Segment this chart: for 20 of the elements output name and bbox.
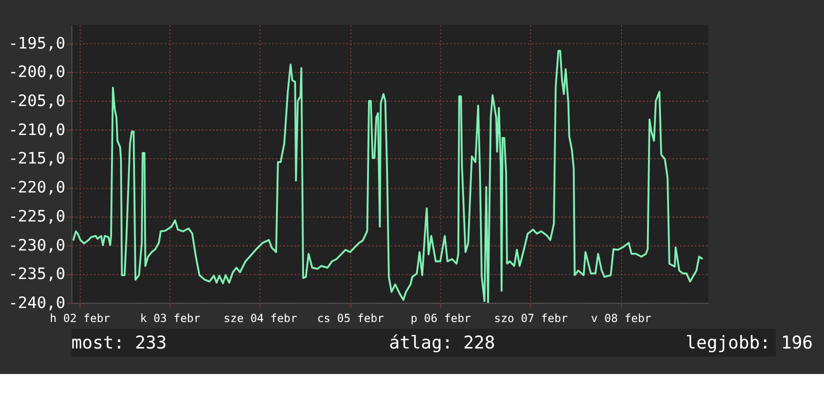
y-tick-label: -240,0 [8,292,66,312]
y-tick-label: -195,0 [8,33,66,52]
y-tick-label: -200,0 [8,62,66,82]
x-tick-label: cs 05 febr [317,312,384,325]
text: legjobb: 196 [686,333,813,354]
x-tick-label: h 02 febr [50,312,110,325]
x-tick-label: v 08 febr [591,312,652,325]
x-tick-label: sze 04 febr [224,312,298,325]
y-tick-label: -210,0 [8,120,66,139]
y-tick-label: -225,0 [8,206,66,226]
x-tick-label: szo 07 febr [494,312,568,325]
y-tick-label: -205,0 [8,91,66,110]
x-tick-label: k 03 febr [140,312,201,325]
y-tick-label: -215,0 [8,148,66,168]
y-tick-label: -235,0 [8,264,66,284]
text: átlag: 228 [389,333,496,354]
text: most: 233 [71,333,167,354]
x-tick-label: p 06 febr [410,312,472,325]
y-tick-label: -220,0 [8,178,66,197]
y-tick-label: -230,0 [8,235,66,254]
